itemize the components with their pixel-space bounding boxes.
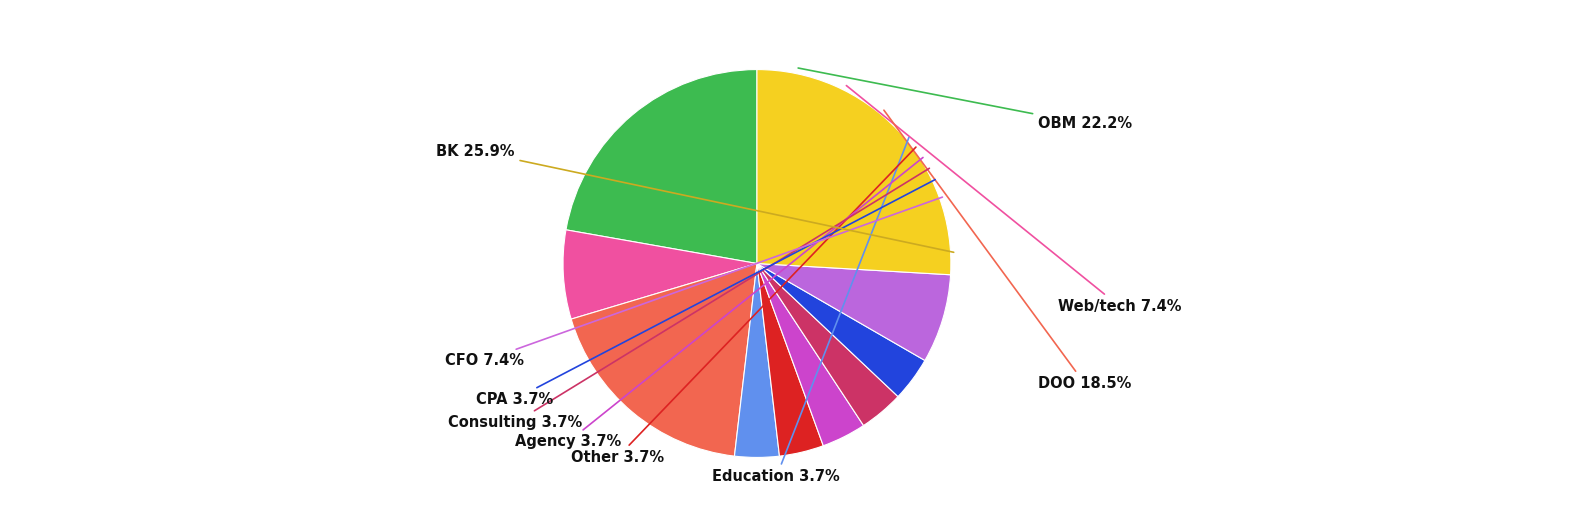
Text: CFO 7.4%: CFO 7.4% — [445, 197, 943, 368]
Wedge shape — [735, 264, 779, 457]
Text: CPA 3.7%: CPA 3.7% — [476, 180, 935, 407]
Text: Agency 3.7%: Agency 3.7% — [516, 158, 923, 450]
Text: Consulting 3.7%: Consulting 3.7% — [448, 168, 929, 430]
Text: Other 3.7%: Other 3.7% — [571, 147, 916, 465]
Wedge shape — [757, 264, 951, 360]
Wedge shape — [757, 264, 864, 446]
Text: Education 3.7%: Education 3.7% — [713, 138, 908, 484]
Text: OBM 22.2%: OBM 22.2% — [798, 68, 1132, 131]
Wedge shape — [757, 264, 897, 425]
Wedge shape — [571, 264, 757, 456]
Text: DOO 18.5%: DOO 18.5% — [883, 110, 1132, 391]
Text: BK 25.9%: BK 25.9% — [435, 143, 954, 252]
Text: Web/tech 7.4%: Web/tech 7.4% — [847, 85, 1181, 314]
Wedge shape — [757, 264, 926, 397]
Wedge shape — [563, 230, 757, 319]
Wedge shape — [566, 70, 757, 264]
Wedge shape — [757, 264, 823, 456]
Wedge shape — [757, 70, 951, 275]
